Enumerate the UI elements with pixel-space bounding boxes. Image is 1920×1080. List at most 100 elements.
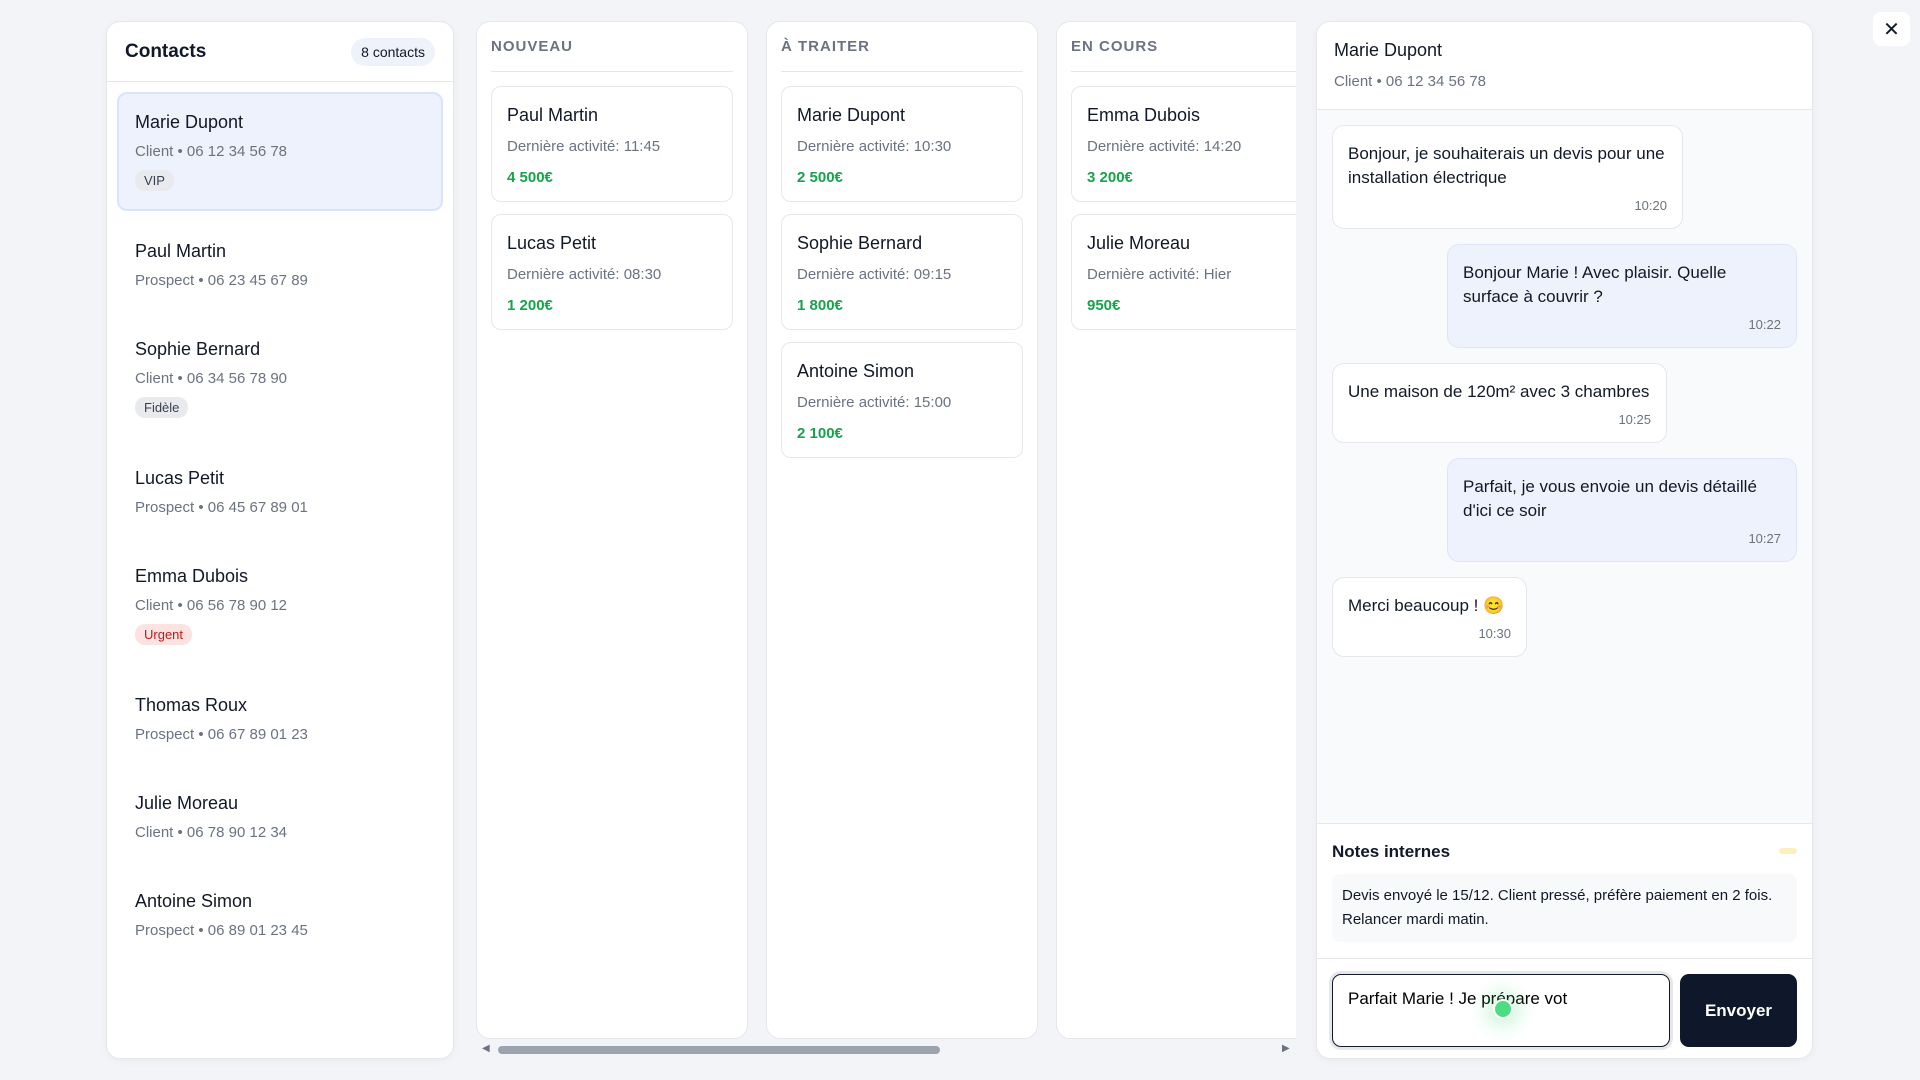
deal-card[interactable]: Lucas Petit Dernière activité: 08:30 1 200… [491,214,733,330]
contact-item[interactable]: Marie Dupont Client • 06 12 34 56 78 VIP [117,92,443,211]
contacts-title: Contacts [125,40,207,62]
chat-header: Marie Dupont Client • 06 12 34 56 78 [1317,22,1812,110]
deal-amount: 3 200€ [1087,169,1133,186]
contact-list: Marie Dupont Client • 06 12 34 56 78 VIP Pa… [107,92,453,959]
deal-card[interactable]: Marie Dupont Dernière activité: 10:30 2 50… [781,86,1023,202]
contact-meta: Client • 06 34 56 78 90 [135,370,288,387]
deal-amount: 950€ [1087,297,1121,314]
contact-item[interactable]: Lucas Petit Prospect • 06 45 67 89 01 [117,448,443,536]
deal-card[interactable]: Antoine Simon Dernière activité: 15:00 2 1… [781,342,1023,458]
deal-name: Emma Dubois [1087,105,1201,125]
chat-panel: Marie Dupont Client • 06 12 34 56 78 Bon… [1316,21,1813,1059]
contact-meta: Prospect • 06 45 67 89 01 [135,499,308,516]
message-text: Bonjour, je souhaiterais un devis pour u… [1348,144,1665,187]
close-button[interactable]: ✕ [1873,12,1910,46]
notes-title: Notes internes [1332,842,1451,861]
deal-name: Julie Moreau [1087,233,1191,253]
chat-message: Bonjour, je souhaiterais un devis pour u… [1332,125,1683,229]
deal-card[interactable]: Sophie Bernard Dernière activité: 09:15 1 … [781,214,1023,330]
deal-card[interactable]: Julie Moreau Dernière activité: Hier 950€ [1071,214,1296,330]
deal-amount: 1 200€ [507,297,553,314]
message-text: Bonjour Marie ! Avec plaisir. Quelle sur… [1463,263,1727,306]
contact-tag: Urgent [135,624,193,645]
chat-message: Bonjour Marie ! Avec plaisir. Quelle sur… [1447,244,1797,348]
deal-name: Lucas Petit [507,233,597,253]
horizontal-scrollbar[interactable]: ◀ ▶ [476,1043,1296,1055]
contact-tag: Fidèle [135,397,189,418]
contact-meta: Client • 06 56 78 90 12 [135,597,288,614]
contact-name: Sophie Bernard [135,339,261,359]
contact-item[interactable]: Julie Moreau Client • 06 78 90 12 34 [117,773,443,861]
deal-card[interactable]: Paul Martin Dernière activité: 11:45 4 500… [491,86,733,202]
scroll-right-icon[interactable]: ▶ [1282,1043,1290,1054]
scroll-left-icon[interactable]: ◀ [482,1043,490,1054]
notes-indicator [1779,848,1797,854]
close-icon: ✕ [1883,18,1900,41]
contact-meta: Client • 06 78 90 12 34 [135,824,288,841]
message-text: Une maison de 120m² avec 3 chambres [1348,382,1650,401]
pipeline-column: À TRAITER Marie Dupont Dernière activité: … [766,21,1038,1039]
contacts-count-badge: 8 contacts [351,37,435,66]
message-time: 10:22 [1748,317,1781,332]
chat-contact-name: Marie Dupont [1334,40,1443,60]
deal-activity: Dernière activité: 10:30 [797,138,952,155]
deal-amount: 1 800€ [797,297,843,314]
deal-amount: 4 500€ [507,169,553,186]
contacts-header: Contacts 8 contacts [107,22,453,82]
cursor-indicator [1493,999,1513,1019]
message-composer: Parfait Marie ! Je prépare vot Envoyer [1317,959,1812,1058]
scrollbar-thumb[interactable] [498,1046,940,1054]
chat-message: Parfait, je vous envoie un devis détaill… [1447,458,1797,562]
message-time: 10:30 [1478,626,1511,641]
deal-name: Paul Martin [507,105,599,125]
contacts-panel: Contacts 8 contacts Marie Dupont Client •… [106,21,454,1059]
send-button[interactable]: Envoyer [1680,974,1797,1047]
contact-item[interactable]: Emma Dubois Client • 06 56 78 90 12 Urgent [117,546,443,665]
chat-message: Merci beaucoup ! 😊 10:30 [1332,577,1527,657]
column-title: À TRAITER [781,22,1023,72]
deal-activity: Dernière activité: 09:15 [797,266,952,283]
deal-amount: 2 100€ [797,425,843,442]
notes-text[interactable]: Devis envoyé le 15/12. Client pressé, pr… [1332,874,1797,942]
contact-meta: Prospect • 06 67 89 01 23 [135,726,308,743]
message-text: Merci beaucoup ! 😊 [1348,596,1505,615]
internal-notes: Notes internes Devis envoyé le 15/12. Cl… [1317,823,1812,959]
contact-name: Thomas Roux [135,695,248,715]
deal-amount: 2 500€ [797,169,843,186]
deal-name: Marie Dupont [797,105,906,125]
contact-item[interactable]: Sophie Bernard Client • 06 34 56 78 90 Fid… [117,319,443,438]
contact-tag: VIP [135,170,174,191]
pipeline-column: EN COURS Emma Dubois Dernière activité: 14… [1056,21,1296,1039]
contact-name: Paul Martin [135,241,227,261]
pipeline-board: NOUVEAU Paul Martin Dernière activité: 11:… [476,21,1296,1059]
pipeline-column: NOUVEAU Paul Martin Dernière activité: 11:… [476,21,748,1039]
contact-name: Lucas Petit [135,468,225,488]
contact-meta: Prospect • 06 23 45 67 89 [135,272,308,289]
deal-activity: Dernière activité: Hier [1087,266,1232,283]
chat-message: Une maison de 120m² avec 3 chambres 10:25 [1332,363,1667,443]
message-text: Parfait, je vous envoie un devis détaill… [1463,477,1757,520]
column-title: NOUVEAU [491,22,733,72]
chat-contact-meta: Client • 06 12 34 56 78 [1334,73,1487,90]
deal-name: Antoine Simon [797,361,915,381]
deal-activity: Dernière activité: 08:30 [507,266,662,283]
deal-activity: Dernière activité: 15:00 [797,394,952,411]
contact-name: Marie Dupont [135,112,244,132]
contact-item[interactable]: Thomas Roux Prospect • 06 67 89 01 23 [117,675,443,763]
message-time: 10:25 [1618,412,1651,427]
contact-name: Antoine Simon [135,891,253,911]
message-time: 10:20 [1634,198,1667,213]
deal-activity: Dernière activité: 14:20 [1087,138,1242,155]
deal-card[interactable]: Emma Dubois Dernière activité: 14:20 3 200… [1071,86,1296,202]
contact-name: Julie Moreau [135,793,239,813]
contact-item[interactable]: Paul Martin Prospect • 06 23 45 67 89 [117,221,443,309]
contact-meta: Client • 06 12 34 56 78 [135,143,288,160]
contact-item[interactable]: Antoine Simon Prospect • 06 89 01 23 45 [117,871,443,959]
contact-meta: Prospect • 06 89 01 23 45 [135,922,308,939]
deal-activity: Dernière activité: 11:45 [507,138,661,155]
column-title: EN COURS [1071,22,1296,72]
message-time: 10:27 [1748,531,1781,546]
contact-name: Emma Dubois [135,566,249,586]
deal-name: Sophie Bernard [797,233,923,253]
message-list: Bonjour, je souhaiterais un devis pour u… [1317,110,1812,823]
